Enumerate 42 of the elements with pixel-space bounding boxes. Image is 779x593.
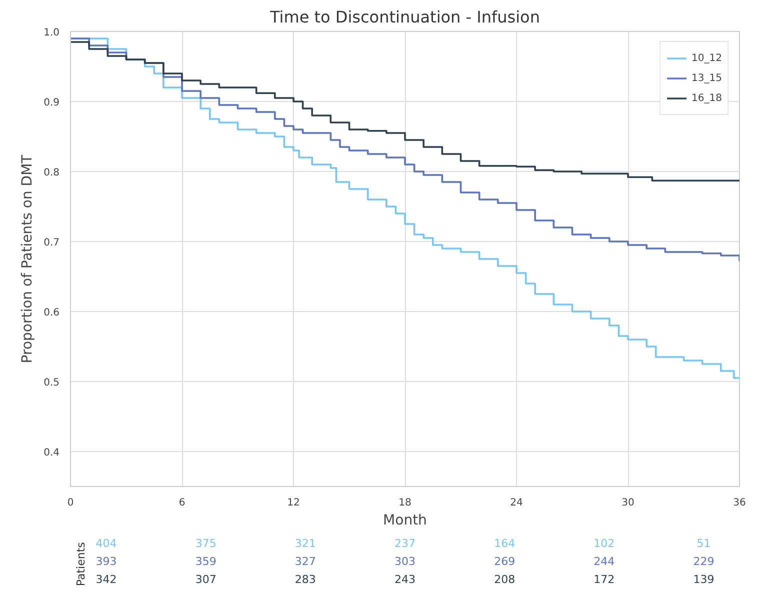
y-tick-label: 1.0 xyxy=(44,28,60,38)
legend-label: 13_15 xyxy=(692,72,722,84)
legend-label: 16_18 xyxy=(692,92,722,104)
text: 102 xyxy=(594,536,615,550)
text: 229 xyxy=(693,555,714,568)
text: 208 xyxy=(494,573,516,586)
y-tick-label: 0.6 xyxy=(44,308,60,318)
legend-label: 10_12 xyxy=(692,52,722,64)
text: 164 xyxy=(494,536,516,550)
text: 342 xyxy=(96,573,117,586)
x-tick-label: 6 xyxy=(178,498,186,508)
text: 321 xyxy=(294,536,316,550)
text: 237 xyxy=(394,536,416,550)
y-tick-label: 0.7 xyxy=(44,238,60,248)
text: 172 xyxy=(594,573,615,586)
text: 244 xyxy=(594,555,615,568)
x-tick-label: 24 xyxy=(510,498,523,508)
text: 307 xyxy=(195,573,216,586)
x-tick-label: 30 xyxy=(622,498,634,508)
chart-title: Time to Discontinuation - Infusion xyxy=(269,8,540,26)
x-tick-label: 0 xyxy=(67,498,74,508)
x-tick-label: 36 xyxy=(733,498,746,508)
y-tick-label: 0.8 xyxy=(44,168,60,178)
text: 359 xyxy=(195,555,216,568)
text: 303 xyxy=(394,555,416,568)
y-tick-label: 0.4 xyxy=(44,448,60,458)
text: 327 xyxy=(294,555,316,568)
y-tick-label: 0.9 xyxy=(44,98,60,108)
text: 283 xyxy=(294,573,316,586)
text: 269 xyxy=(494,555,516,568)
text: 51 xyxy=(696,536,711,550)
y-tick-label: 0.5 xyxy=(44,378,60,388)
text: 375 xyxy=(195,536,216,550)
text: 393 xyxy=(96,555,117,568)
y-axis-title: Proportion of Patients on DMT xyxy=(20,154,36,364)
x-tick-label: 18 xyxy=(398,498,412,508)
text: Patients xyxy=(74,542,88,586)
text: 404 xyxy=(96,536,117,550)
x-axis-title: Month xyxy=(383,512,427,528)
text: 243 xyxy=(394,573,416,586)
text: 139 xyxy=(693,573,714,586)
x-tick-label: 12 xyxy=(287,498,300,508)
